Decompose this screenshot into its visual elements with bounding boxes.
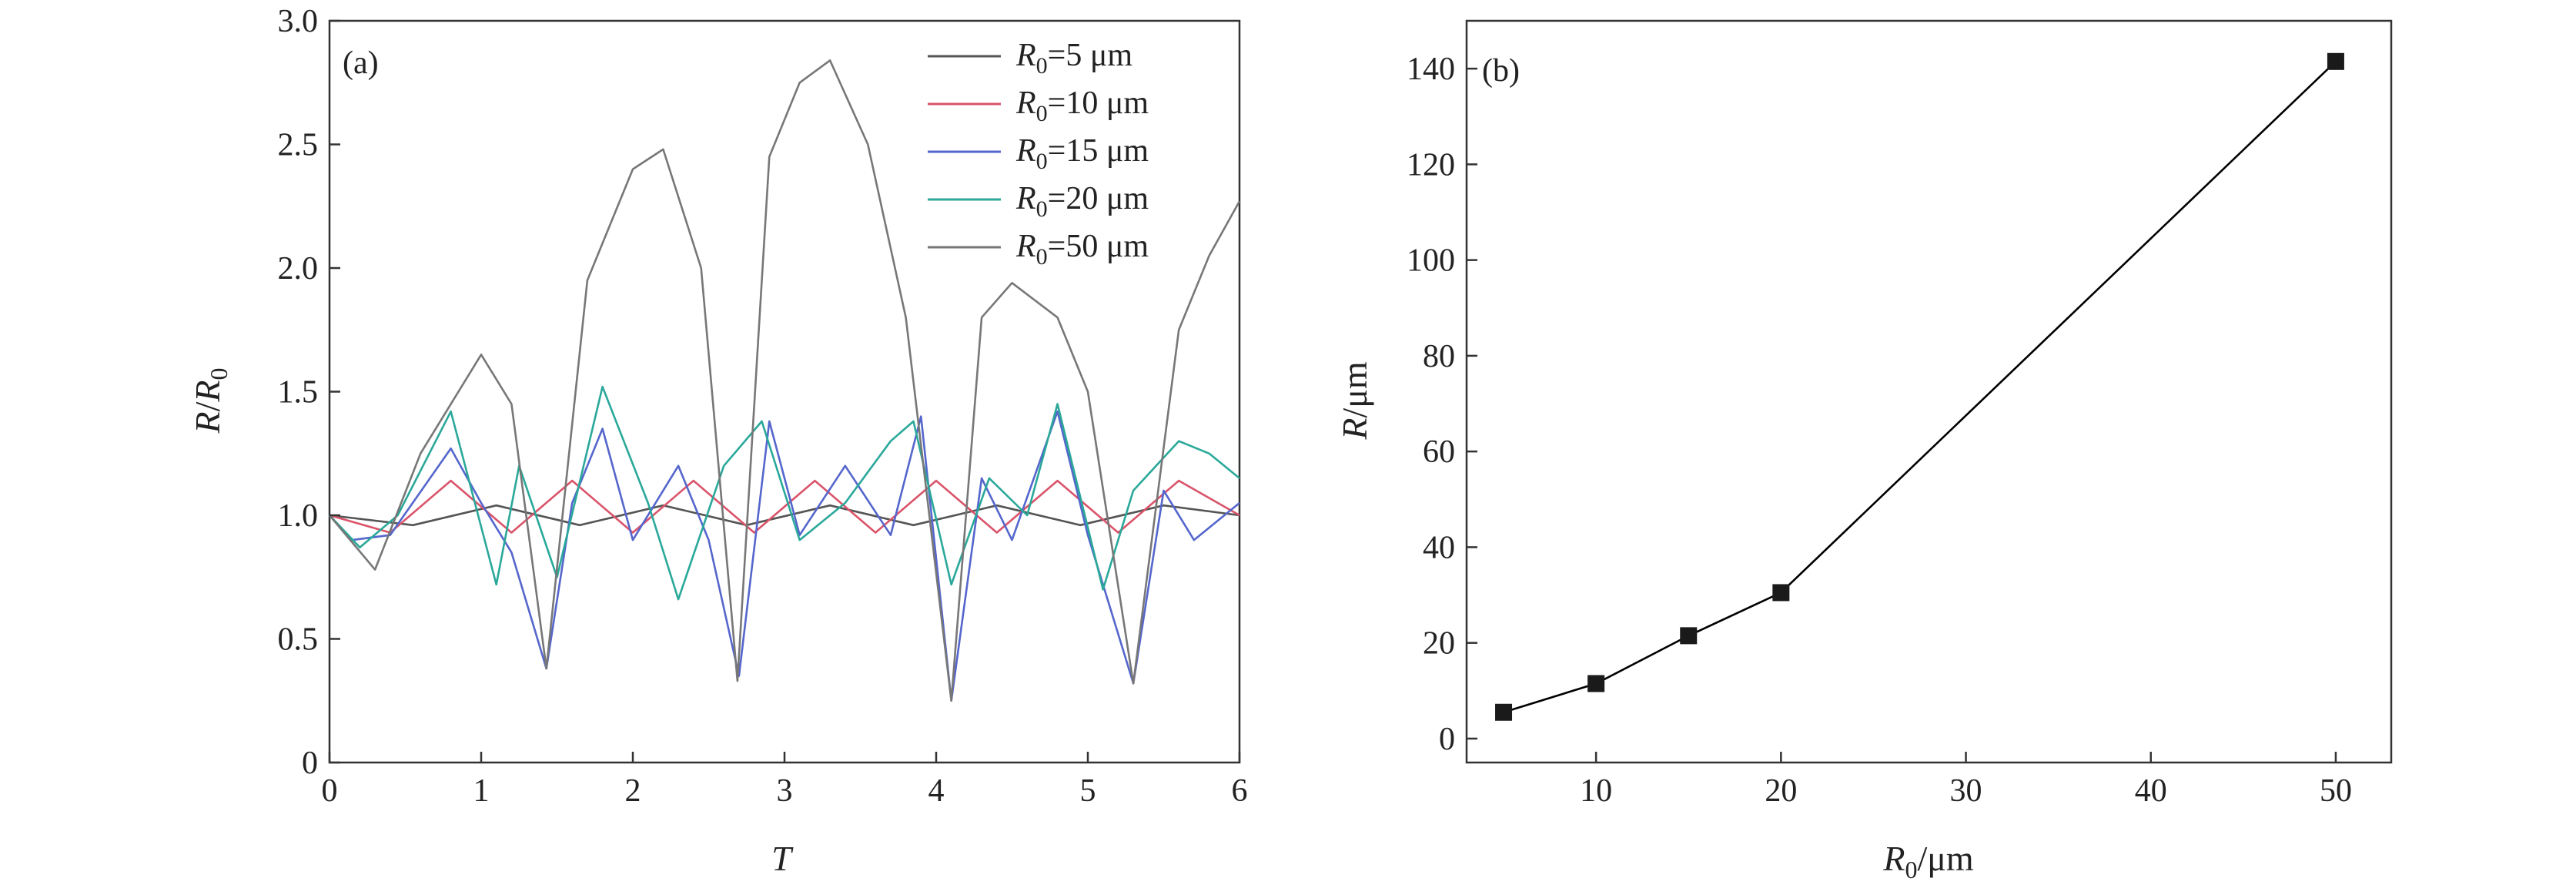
panel-a-x-tick-label: 5 xyxy=(1080,773,1096,809)
panel-b-series-line xyxy=(1503,60,2337,714)
panel-b-data-point xyxy=(2327,52,2344,70)
panel-a-legend-entry: R0=15 μm xyxy=(1015,133,1149,174)
panel-b-label: (b) xyxy=(1482,53,1520,89)
panel-a-x-tick-label: 4 xyxy=(928,773,945,809)
panel-b-x-tick-label: 20 xyxy=(1765,773,1797,809)
panel-a-x-tick-label: 3 xyxy=(777,773,793,809)
panel-b-x-axis-title-unit: /μm xyxy=(1917,839,1973,878)
panel-a-legend-entry-subscript: 0 xyxy=(1036,196,1048,222)
panel-a-x-tick-label: 6 xyxy=(1232,773,1248,809)
panel-b-x-axis-title: R0/μm xyxy=(1882,839,1974,883)
panel-b-data-point xyxy=(1495,703,1513,721)
panel-a-series-line-3 xyxy=(329,410,1240,702)
panel-b-data-point xyxy=(1772,584,1790,602)
panel-a-legend-entry-symbol: R xyxy=(1015,133,1036,169)
panel-a-y-tick-label: 2.5 xyxy=(278,128,319,163)
panel-a-y-tick-label: 1.5 xyxy=(278,375,319,411)
panel-a-legend-entry-value: =5 μm xyxy=(1048,38,1133,73)
panel-b-series-group xyxy=(1495,52,2344,721)
panel-a-series-line-2 xyxy=(329,479,1240,534)
panel-a-legend-entry-symbol: R xyxy=(1015,181,1036,216)
panel-a-legend-entry-subscript: 0 xyxy=(1036,53,1048,79)
panel-a-legend-entry: R0=5 μm xyxy=(1015,38,1132,79)
panel-a-series-group xyxy=(329,59,1241,702)
panel-a-y-axis-title: R/R0 xyxy=(188,368,233,434)
panel-a-legend-entry-value: =15 μm xyxy=(1048,133,1149,169)
panel-a-y-ticks: 0 0.5 1.0 1.5 2.0 2.5 3.0 xyxy=(278,4,340,781)
panel-a-y-tick-label: 1.0 xyxy=(278,498,319,534)
panel-b-x-tick-label: 10 xyxy=(1580,773,1612,809)
panel-a-legend-entry-symbol: R xyxy=(1015,85,1036,121)
panel-a-legend-entry-value: =20 μm xyxy=(1048,181,1149,216)
panel-b-y-axis-title-main: R xyxy=(1335,418,1374,441)
panel-a-series-line-5 xyxy=(329,59,1241,702)
panel-a-legend-entry-subscript: 0 xyxy=(1036,149,1048,174)
panel-a-series-line-1 xyxy=(329,504,1240,527)
panel-b-x-tick-label: 50 xyxy=(2320,773,2352,809)
panel-a-label: (a) xyxy=(343,45,379,81)
panel-a-legend-entry-subscript: 0 xyxy=(1036,244,1048,270)
panel-a-legend-entry-value: =50 μm xyxy=(1048,229,1149,264)
panel-b-x-tick-label: 30 xyxy=(1950,773,1982,809)
panel-b-y-tick-label: 120 xyxy=(1407,147,1455,183)
panel-b-y-ticks: 0 20 40 60 80 100 120 140 xyxy=(1407,52,1477,757)
panel-b-y-tick-label: 80 xyxy=(1423,339,1455,374)
panel-a-legend-entry-symbol: R xyxy=(1015,229,1036,264)
panel-a-y-tick-label: 0.5 xyxy=(278,622,319,658)
panel-a-y-tick-label: 2.0 xyxy=(278,251,319,287)
panel-a-x-tick-label: 2 xyxy=(625,773,641,809)
panel-b-x-axis-title-sub: 0 xyxy=(1905,856,1917,883)
panel-b-y-tick-label: 20 xyxy=(1423,626,1455,662)
panel-a-legend-entry: R0=20 μm xyxy=(1015,181,1149,222)
panel-a-y-tick-label: 3.0 xyxy=(278,4,319,39)
panel-a-x-tick-label: 0 xyxy=(322,773,338,809)
panel-a-legend-entry: R0=50 μm xyxy=(1015,229,1149,270)
panel-b-y-axis-title-unit: /μm xyxy=(1335,361,1374,417)
panel-a-series-line-4 xyxy=(329,385,1240,601)
panel-a-y-tick-label: 0 xyxy=(302,746,318,781)
panel-b-data-point xyxy=(1680,627,1698,645)
panel-b-y-axis-title: R/μm xyxy=(1335,361,1374,441)
panel-a-x-ticks: 0 1 2 3 4 5 6 xyxy=(322,752,1248,809)
panel-a-y-axis-title-sub: 0 xyxy=(205,368,233,380)
panel-b-data-point xyxy=(1587,675,1605,692)
panel-b-y-tick-label: 40 xyxy=(1423,530,1455,565)
panel-b-y-tick-label: 60 xyxy=(1423,434,1455,470)
panel-b-plot-frame xyxy=(1465,19,2393,764)
panel-a-legend-entry: R0=10 μm xyxy=(1015,85,1149,126)
panel-b-y-tick-label: 0 xyxy=(1439,722,1455,757)
panel-a-y-axis-title-denom: R xyxy=(188,380,227,403)
panel-a-y-axis-title-main: R xyxy=(188,411,227,434)
panel-b-x-ticks: 10 20 30 40 50 xyxy=(1580,752,2352,809)
panel-a-x-axis-title: T xyxy=(771,839,794,878)
panel-a-legend-entry-value: =10 μm xyxy=(1048,85,1149,121)
panel-b-y-tick-label: 140 xyxy=(1407,52,1455,87)
panel-a-x-tick-label: 1 xyxy=(473,773,490,809)
panel-a-legend-entry-symbol: R xyxy=(1015,38,1036,73)
panel-a-legend-entry-subscript: 0 xyxy=(1036,101,1048,126)
panel-b-x-tick-label: 40 xyxy=(2135,773,2167,809)
panel-b-x-axis-title-main: R xyxy=(1882,839,1905,878)
panel-b-y-tick-label: 100 xyxy=(1407,243,1455,279)
panel-a-y-axis-title-sep: / xyxy=(188,401,227,411)
panel-a-plot-frame xyxy=(328,19,1241,764)
